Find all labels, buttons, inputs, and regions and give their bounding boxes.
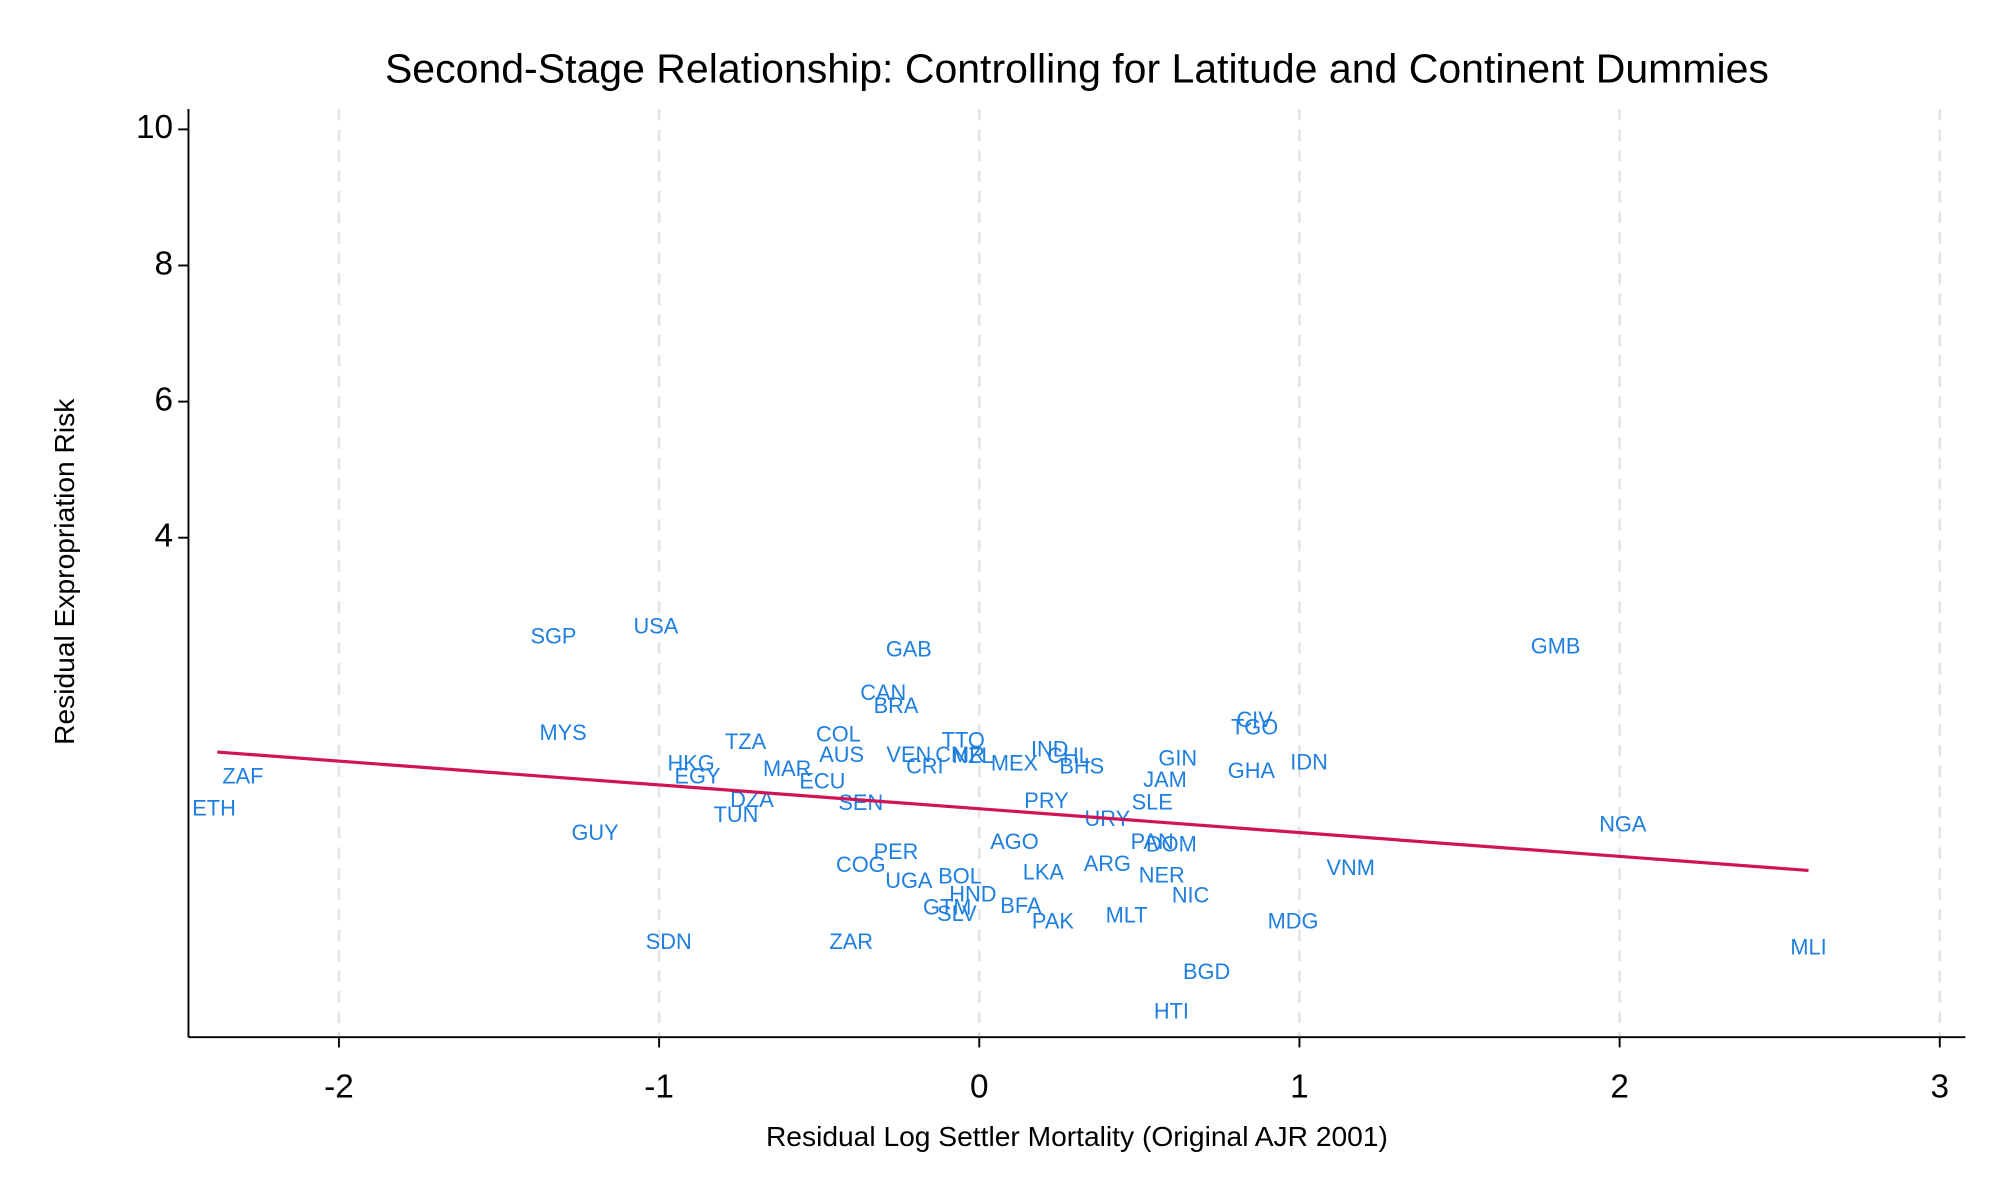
x-tick-label: -2 xyxy=(324,1068,354,1105)
point-label: TUN xyxy=(714,802,759,827)
point-label: DOM xyxy=(1146,832,1197,857)
point-label: IND xyxy=(1031,736,1069,761)
x-tick-label: 1 xyxy=(1290,1068,1309,1105)
point-label: MLT xyxy=(1106,902,1148,927)
point-label: PRY xyxy=(1024,788,1069,813)
point-label: NGA xyxy=(1599,811,1647,836)
point-label: PER xyxy=(874,839,919,864)
point-label: NIC xyxy=(1172,883,1210,908)
point-label: TGO xyxy=(1231,715,1278,740)
point-label: CHL xyxy=(1047,743,1091,768)
point-label: AUS xyxy=(819,742,864,767)
y-tick-label: 6 xyxy=(155,381,174,418)
point-label: MEX xyxy=(991,751,1039,776)
point-label: HND xyxy=(949,881,996,906)
point-label: NZL xyxy=(952,743,993,768)
point-label: USA xyxy=(634,613,679,638)
point-label: UGA xyxy=(885,868,933,893)
point-label: AGO xyxy=(990,829,1038,854)
x-tick-label: 3 xyxy=(1930,1068,1949,1105)
point-label: ETH xyxy=(192,796,236,821)
point-label: MYS xyxy=(539,720,586,745)
x-axis-label: Residual Log Settler Mortality (Original… xyxy=(766,1120,1388,1152)
point-label: MAR xyxy=(763,756,811,781)
point-label: GHA xyxy=(1228,758,1276,783)
point-label: CAN xyxy=(860,680,906,705)
point-label: CMR xyxy=(935,742,985,767)
x-tick-label: -1 xyxy=(644,1068,674,1105)
point-label: GIN xyxy=(1158,745,1197,770)
y-axis-label: Residual Expropriation Risk xyxy=(48,398,80,745)
point-label: CIV xyxy=(1236,707,1273,732)
point-label: IDN xyxy=(1290,749,1328,774)
point-label: GUY xyxy=(571,820,619,845)
point-label: SEN xyxy=(838,790,883,815)
point-label: GAB xyxy=(886,636,932,661)
point-label: SLE xyxy=(1132,790,1173,815)
point-label: SDN xyxy=(646,929,692,954)
point-label: ECU xyxy=(799,768,845,793)
point-label: CRI xyxy=(906,753,944,778)
point-label: GMB xyxy=(1531,634,1581,659)
fit-line xyxy=(217,750,1809,873)
point-label: BRA xyxy=(874,693,919,718)
point-label: COG xyxy=(836,852,886,877)
point-label: HTI xyxy=(1154,998,1189,1023)
x-tick-label: 2 xyxy=(1610,1068,1629,1105)
point-label: SLV xyxy=(937,901,977,926)
point-label: MLI xyxy=(1790,934,1826,959)
point-label: SGP xyxy=(530,623,576,648)
point-label: GTM xyxy=(923,894,971,919)
point-label: BFA xyxy=(1000,893,1042,918)
point-label: ZAR xyxy=(829,929,873,954)
y-tick-label: 10 xyxy=(136,109,173,146)
point-label: ARG xyxy=(1084,851,1131,876)
y-tick-label: 8 xyxy=(155,245,174,282)
point-label: JAM xyxy=(1143,767,1187,792)
point-label: BGD xyxy=(1183,959,1230,984)
point-label: TTO xyxy=(942,728,985,753)
point-label: BOL xyxy=(938,864,982,889)
point-label: HKG xyxy=(668,751,715,776)
point-label: PAK xyxy=(1032,909,1074,934)
point-label: TZA xyxy=(725,729,767,754)
y-tick-label: 4 xyxy=(155,517,174,554)
point-label: PAN xyxy=(1131,829,1174,854)
point-label: VEN xyxy=(886,742,931,767)
point-label: MDG xyxy=(1268,909,1319,934)
point-label: LKA xyxy=(1023,860,1065,885)
point-label: VNM xyxy=(1326,855,1374,880)
point-label: NER xyxy=(1139,862,1185,887)
chart-title: Second-Stage Relationship: Controlling f… xyxy=(385,46,1769,92)
point-label: ZAF xyxy=(222,764,263,789)
point-label: BHS xyxy=(1059,753,1104,778)
point-label: EGY xyxy=(675,764,721,789)
x-tick-label: 0 xyxy=(970,1068,989,1105)
point-label: COL xyxy=(816,721,861,746)
